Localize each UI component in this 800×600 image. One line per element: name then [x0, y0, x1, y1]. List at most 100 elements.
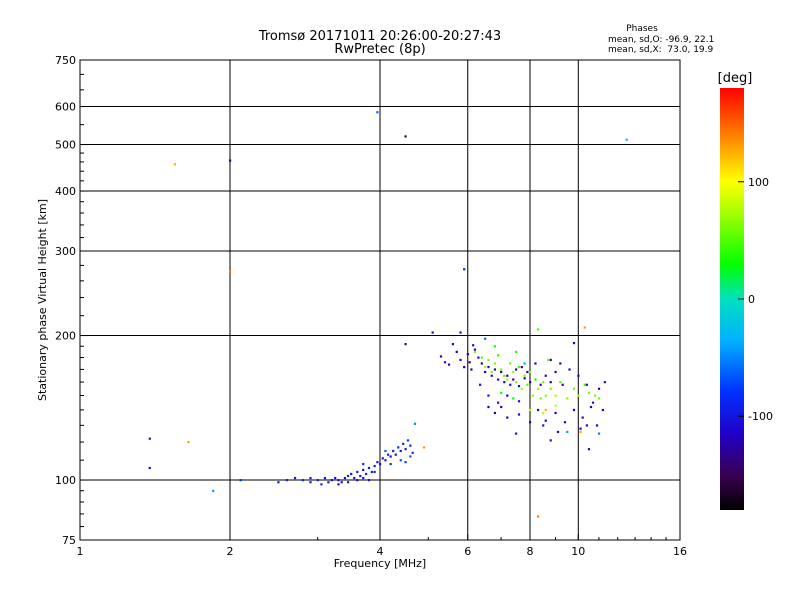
data-point — [346, 474, 350, 478]
data-point — [517, 384, 521, 388]
data-point — [503, 374, 506, 377]
data-point — [591, 401, 595, 404]
phases-title: Phases — [626, 24, 658, 34]
data-point — [389, 455, 392, 458]
data-point — [340, 481, 343, 484]
data-point — [463, 268, 466, 271]
data-point — [509, 383, 512, 386]
data-point — [577, 394, 580, 397]
data-point — [404, 448, 407, 451]
data-point — [529, 421, 532, 424]
data-point — [367, 479, 371, 482]
y-tick-label: 400 — [55, 185, 76, 198]
data-point — [589, 405, 593, 409]
data-point — [549, 358, 552, 362]
data-point — [399, 449, 402, 453]
data-point — [402, 442, 405, 445]
data-point — [512, 397, 515, 400]
data-point — [544, 408, 547, 412]
data-point — [585, 383, 588, 386]
data-point — [413, 422, 417, 425]
y-tick-label: 750 — [55, 54, 76, 67]
data-point — [559, 362, 562, 365]
colorbar-tick-label: -100 — [748, 410, 773, 423]
data-point — [496, 401, 500, 404]
data-point — [542, 411, 545, 415]
data-point — [439, 355, 443, 358]
data-point — [487, 405, 490, 409]
data-point — [579, 427, 582, 430]
data-point — [353, 476, 356, 480]
data-point — [515, 432, 518, 435]
data-point — [459, 331, 462, 334]
data-point — [539, 397, 542, 400]
data-point — [549, 387, 552, 390]
data-point — [379, 462, 382, 466]
data-point — [529, 370, 532, 374]
data-point — [585, 424, 588, 427]
data-point — [534, 362, 537, 365]
y-tick-label: 200 — [55, 330, 76, 343]
data-point — [277, 481, 280, 484]
data-point — [359, 474, 362, 478]
colorbar-tick-label: 0 — [748, 293, 755, 306]
x-tick-label: 16 — [673, 545, 687, 558]
data-point — [536, 387, 540, 390]
data-point — [472, 344, 475, 347]
data-point — [542, 381, 545, 384]
data-point — [399, 459, 402, 462]
data-point — [384, 459, 387, 462]
data-point — [459, 358, 462, 362]
data-point — [536, 515, 540, 518]
data-point — [404, 343, 407, 346]
data-point — [500, 405, 503, 409]
data-point — [394, 453, 397, 456]
data-point — [515, 350, 518, 353]
data-point — [517, 413, 521, 416]
data-point — [536, 408, 540, 412]
data-point — [484, 370, 487, 374]
data-point — [531, 394, 534, 397]
colorbar-label: [deg] — [718, 71, 753, 86]
data-point — [603, 381, 606, 384]
data-point — [581, 416, 584, 419]
x-tick-label: 2 — [227, 545, 234, 558]
data-point — [523, 374, 526, 377]
data-point — [520, 387, 523, 390]
y-tick-label: 500 — [55, 139, 76, 152]
data-point — [572, 341, 576, 345]
phases-o-stats: mean, sd,O: -96.9, 22.1 — [608, 35, 714, 45]
data-point — [473, 350, 477, 353]
data-point — [337, 479, 340, 482]
data-point — [512, 378, 515, 381]
y-tick-label: 300 — [55, 245, 76, 258]
data-point — [404, 135, 407, 138]
data-point — [517, 400, 521, 403]
chart-subtitle: RwPretec (8p) — [334, 42, 425, 57]
data-point — [376, 111, 379, 114]
data-point — [239, 479, 242, 482]
data-point — [411, 451, 414, 454]
data-point — [316, 479, 319, 482]
data-point — [554, 370, 557, 374]
data-point — [556, 430, 560, 434]
y-axis-label: Stationary phase Virtual Height [km] — [36, 199, 49, 401]
data-point — [490, 370, 493, 374]
data-point — [212, 489, 215, 492]
x-tick-label: 10 — [571, 545, 585, 558]
data-point — [330, 479, 333, 482]
data-point — [577, 374, 580, 377]
data-point — [468, 361, 471, 364]
y-tick-label: 100 — [55, 474, 76, 487]
data-point — [512, 370, 515, 374]
data-point — [487, 358, 490, 362]
data-point — [526, 370, 529, 374]
data-point — [523, 362, 526, 365]
data-point — [536, 328, 540, 331]
data-point — [409, 455, 412, 458]
data-point — [386, 453, 390, 456]
data-point — [381, 457, 384, 460]
data-point — [597, 387, 601, 390]
y-tick-label: 75 — [62, 534, 76, 547]
data-point — [480, 362, 483, 365]
